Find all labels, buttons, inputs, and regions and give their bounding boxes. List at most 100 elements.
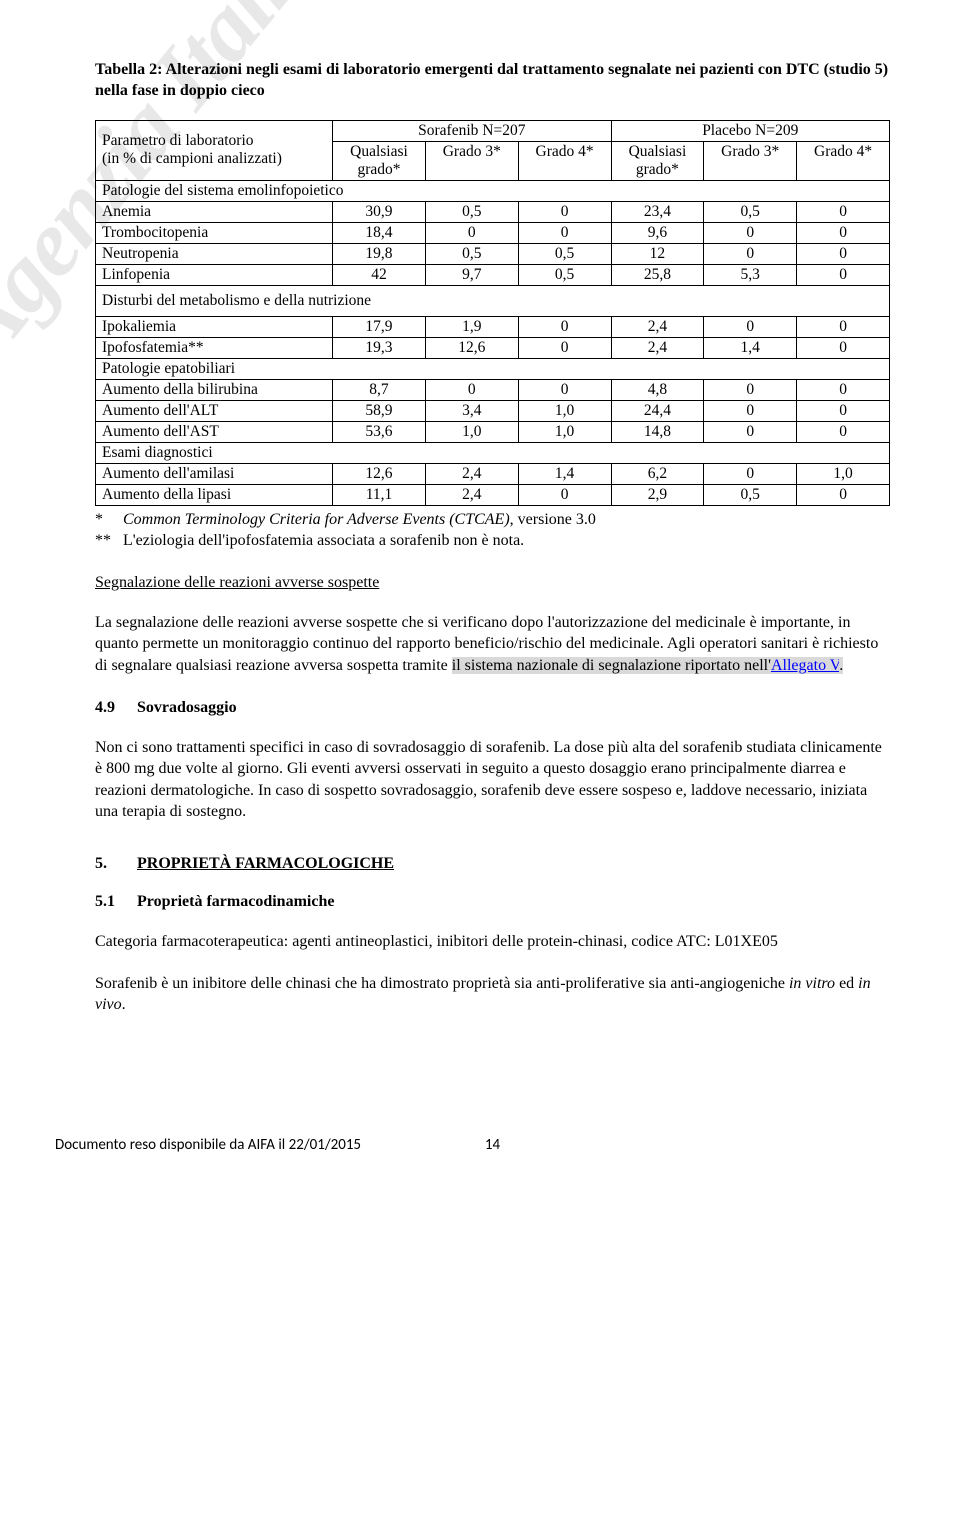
row-value: 42 — [333, 264, 426, 285]
table-row: Neutropenia19,80,50,51200 — [96, 243, 890, 264]
row-value: 0 — [425, 379, 518, 400]
fn1-text: Common Terminology Criteria for Adverse … — [123, 509, 596, 531]
row-value: 12,6 — [333, 463, 426, 484]
row-value: 12 — [611, 243, 704, 264]
row-value: 0,5 — [518, 264, 611, 285]
row-value: 1,9 — [425, 316, 518, 337]
row-value: 0 — [797, 316, 890, 337]
row-value: 0,5 — [425, 243, 518, 264]
row-label: Aumento della bilirubina — [96, 379, 333, 400]
row-value: 19,3 — [333, 337, 426, 358]
adr-reporting-heading: Segnalazione delle reazioni avverse sosp… — [95, 574, 890, 592]
footnotes: * Common Terminology Criteria for Advers… — [95, 509, 890, 552]
row-value: 4,8 — [611, 379, 704, 400]
section-4-9-number: 4.9 — [95, 699, 137, 717]
row-value: 0 — [518, 201, 611, 222]
col-g4-1: Grado 4* — [518, 141, 611, 180]
row-value: 6,2 — [611, 463, 704, 484]
row-label: Ipokaliemia — [96, 316, 333, 337]
table-row: Trombocitopenia18,4009,600 — [96, 222, 890, 243]
section-5-title: PROPRIETÀ FARMACOLOGICHE — [137, 855, 394, 873]
row-value: 0 — [704, 316, 797, 337]
col-q2: Qualsiasi grado* — [611, 141, 704, 180]
col-g3-1: Grado 3* — [425, 141, 518, 180]
row-value: 0 — [797, 222, 890, 243]
row-label: Aumento dell'ALT — [96, 400, 333, 421]
row-value: 30,9 — [333, 201, 426, 222]
row-value: 1,0 — [425, 421, 518, 442]
row-value: 12,6 — [425, 337, 518, 358]
table-section-row: Patologie epatobiliari — [96, 358, 890, 379]
table-row: Aumento della bilirubina8,7004,800 — [96, 379, 890, 400]
sorafenib-description-paragraph: Sorafenib è un inibitore delle chinasi c… — [95, 973, 890, 1016]
row-value: 53,6 — [333, 421, 426, 442]
row-value: 5,3 — [704, 264, 797, 285]
row-value: 9,7 — [425, 264, 518, 285]
param-label-line2: (in % di campioni analizzati) — [102, 150, 282, 167]
row-value: 1,0 — [518, 400, 611, 421]
row-value: 23,4 — [611, 201, 704, 222]
arm1-header: Sorafenib N=207 — [333, 120, 611, 141]
row-value: 0 — [518, 379, 611, 400]
fn1-symbol: * — [95, 509, 123, 531]
table-row: Ipofosfatemia**19,312,602,41,40 — [96, 337, 890, 358]
fn2-text: L'eziologia dell'ipofosfatemia associata… — [123, 530, 524, 552]
row-value: 0,5 — [425, 201, 518, 222]
section-5-1-heading: 5.1 Proprietà farmacodinamiche — [95, 893, 890, 911]
row-value: 0 — [797, 201, 890, 222]
row-value: 0 — [704, 243, 797, 264]
row-value: 17,9 — [333, 316, 426, 337]
row-value: 0 — [797, 264, 890, 285]
row-value: 2,4 — [425, 484, 518, 505]
row-value: 0,5 — [704, 201, 797, 222]
param-label-line1: Parametro di laboratorio — [102, 132, 254, 149]
row-value: 3,4 — [425, 400, 518, 421]
row-value: 2,4 — [425, 463, 518, 484]
row-value: 11,1 — [333, 484, 426, 505]
row-label: Aumento della lipasi — [96, 484, 333, 505]
row-value: 0 — [518, 222, 611, 243]
row-value: 0 — [797, 400, 890, 421]
footer-disclosure: Documento reso disponibile da AIFA il 22… — [55, 1136, 361, 1154]
row-label: Linfopenia — [96, 264, 333, 285]
row-value: 1,4 — [518, 463, 611, 484]
table-row: Aumento dell'AST53,61,01,014,800 — [96, 421, 890, 442]
row-value: 0 — [518, 337, 611, 358]
row-value: 2,9 — [611, 484, 704, 505]
row-value: 0 — [704, 379, 797, 400]
overdose-paragraph: Non ci sono trattamenti specifici in cas… — [95, 737, 890, 823]
table-row: Aumento dell'amilasi12,62,41,46,201,0 — [96, 463, 890, 484]
section-4-9-title: Sovradosaggio — [137, 699, 237, 717]
row-value: 0 — [518, 484, 611, 505]
table-section-row: Esami diagnostici — [96, 442, 890, 463]
row-value: 0,5 — [518, 243, 611, 264]
section-4-9-heading: 4.9 Sovradosaggio — [95, 699, 890, 717]
section-5-heading: 5. PROPRIETÀ FARMACOLOGICHE — [95, 855, 890, 873]
row-value: 24,4 — [611, 400, 704, 421]
row-value: 0 — [518, 316, 611, 337]
allegato-v-link[interactable]: Allegato V — [771, 657, 839, 674]
row-label: Anemia — [96, 201, 333, 222]
row-value: 1,0 — [518, 421, 611, 442]
row-value: 8,7 — [333, 379, 426, 400]
table-row: Linfopenia429,70,525,85,30 — [96, 264, 890, 285]
table-row: Ipokaliemia17,91,902,400 — [96, 316, 890, 337]
row-label: Aumento dell'amilasi — [96, 463, 333, 484]
row-value: 18,4 — [333, 222, 426, 243]
fn2-symbol: ** — [95, 530, 123, 552]
row-value: 0 — [704, 421, 797, 442]
row-value: 9,6 — [611, 222, 704, 243]
table-row: Anemia30,90,5023,40,50 — [96, 201, 890, 222]
row-value: 0,5 — [704, 484, 797, 505]
col-g3-2: Grado 3* — [704, 141, 797, 180]
row-value: 19,8 — [333, 243, 426, 264]
lab-alterations-table: Parametro di laboratorio (in % di campio… — [95, 120, 890, 506]
row-value: 0 — [704, 222, 797, 243]
row-value: 0 — [704, 463, 797, 484]
row-label: Ipofosfatemia** — [96, 337, 333, 358]
table-row: Aumento della lipasi11,12,402,90,50 — [96, 484, 890, 505]
table-row: Aumento dell'ALT58,93,41,024,400 — [96, 400, 890, 421]
row-value: 0 — [425, 222, 518, 243]
adr-reporting-paragraph: La segnalazione delle reazioni avverse s… — [95, 612, 890, 677]
table-section-row: Disturbi del metabolismo e della nutrizi… — [96, 285, 890, 316]
